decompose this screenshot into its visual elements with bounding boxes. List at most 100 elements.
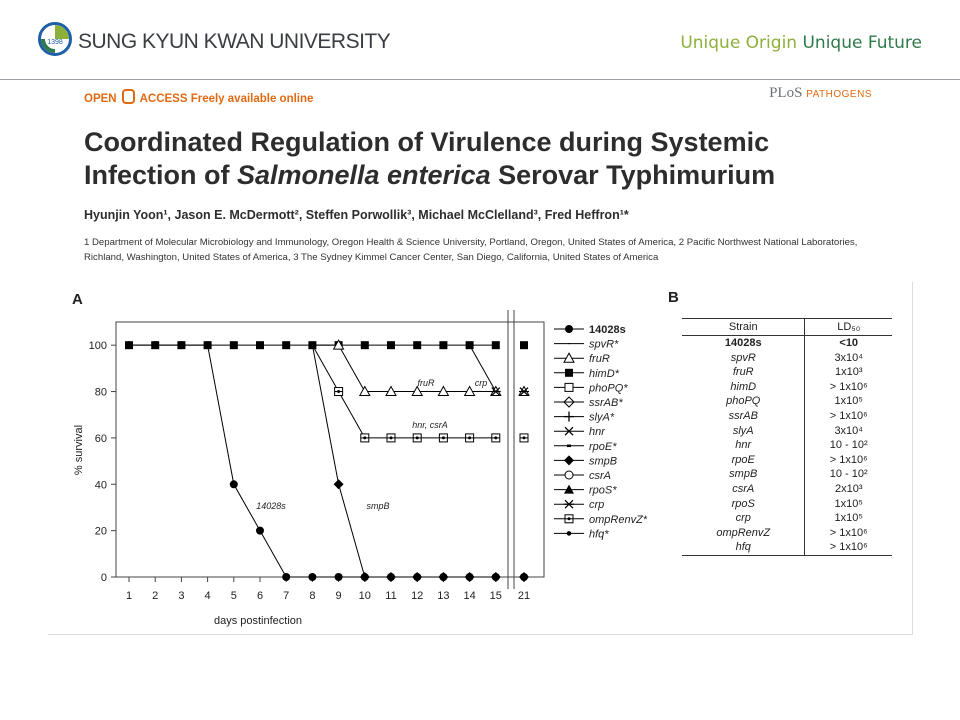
y-axis-label: % survival: [73, 425, 85, 475]
legend-marker: [565, 325, 573, 333]
ld50-table: Strain LD₅₀ 14028s <10 spvR 3x10⁴ fruR 1x10³ h…: [682, 318, 892, 556]
chart-annotation: crp: [475, 378, 488, 388]
x-axis-label: days postinfection: [214, 615, 302, 627]
data-point: [360, 433, 370, 443]
journal-plos: PLoS: [769, 85, 803, 101]
data-point: [491, 341, 500, 350]
legend-label: ompRenvZ*: [589, 514, 648, 526]
x-tick-label: 12: [411, 590, 423, 602]
legend-label: ssrAB*: [589, 397, 623, 409]
data-point: [229, 480, 238, 489]
series-line: [129, 344, 496, 578]
data-point: [412, 433, 422, 443]
data-point: [463, 385, 476, 397]
legend-label: rpoS*: [589, 485, 617, 497]
legend-label: smpB: [589, 455, 617, 467]
table-cell-ld50: 1x10⁵: [834, 497, 863, 510]
table-row: rpoS 1x10⁵: [682, 496, 892, 512]
y-tick-label: 80: [95, 387, 107, 399]
data-point: [282, 341, 291, 350]
table-header-ld50: LD₅₀: [804, 318, 892, 336]
table-cell-ld50: 1x10⁵: [834, 395, 863, 408]
legend-label: slyA*: [589, 412, 615, 424]
table-cell-strain: rpoS: [682, 496, 806, 512]
paper-header: OPEN ACCESS Freely available online PLoS…: [72, 80, 886, 272]
title-line-2-post: Serovar Typhimurium: [490, 160, 776, 190]
table-cell-ld50: > 1x10⁶: [829, 409, 868, 422]
x-tick-label: 6: [257, 590, 263, 602]
data-point: [203, 341, 212, 350]
data-point: [520, 573, 528, 581]
data-point: [151, 341, 160, 350]
table-row: fruR 1x10³: [682, 365, 892, 380]
data-point: [334, 387, 344, 397]
data-point: [125, 341, 133, 350]
data-point: [308, 341, 317, 350]
tagline: Unique Origin Unique Future: [680, 33, 922, 53]
access-label: ACCESS Freely available online: [139, 93, 314, 105]
data-point: [439, 573, 448, 581]
data-point: [491, 573, 500, 581]
data-point: [519, 387, 529, 396]
table-row: hfq > 1x10⁶: [682, 540, 892, 556]
table-row: hnr 10 - 10²: [682, 438, 892, 453]
title-line-1: Coordinated Regulation of Virulence duri…: [84, 127, 770, 157]
data-point: [411, 385, 424, 397]
data-point: [177, 341, 186, 350]
table-cell-strain: hfq: [682, 540, 806, 556]
tagline-future: Unique Future: [802, 33, 922, 53]
x-tick-label: 10: [359, 590, 371, 602]
legend-marker: [564, 426, 574, 436]
data-point: [360, 341, 369, 350]
data-point: [465, 341, 474, 350]
paper-authors: Hyunjin Yoon¹, Jason E. McDermott², Stef…: [84, 208, 629, 222]
legend-label: rpoE*: [589, 441, 617, 453]
table-cell-strain: hnr: [682, 438, 806, 453]
table-cell-strain: 14028s: [682, 335, 806, 351]
title-species: Salmonella enterica: [236, 160, 491, 190]
x-tick-label: 14: [463, 590, 475, 602]
data-point: [229, 341, 238, 350]
series-line: [312, 344, 496, 393]
legend-marker: [564, 470, 574, 480]
legend-marker: [566, 531, 572, 536]
table-cell-strain: rpoE: [682, 452, 806, 468]
legend-marker: [565, 368, 573, 377]
table-cell-ld50: > 1x10⁶: [829, 526, 868, 539]
legend-marker: [564, 514, 574, 524]
table-row: slyA 3x10⁴: [682, 423, 892, 439]
data-point: [491, 433, 501, 443]
x-tick-label: 4: [205, 590, 211, 602]
table-cell-strain: smpB: [682, 467, 806, 482]
x-tick-label: 15: [490, 590, 502, 602]
data-point: [333, 479, 344, 490]
table-cell-ld50: 1x10³: [834, 366, 863, 379]
data-point: [385, 385, 397, 397]
table-cell-strain: csrA: [682, 481, 806, 497]
chart-annotation: 14028s: [256, 501, 286, 511]
chart-annotation: hnr, csrA: [412, 420, 448, 430]
x-tick-label: 2: [152, 590, 158, 602]
data-point: [332, 339, 345, 350]
x-tick-label: 1: [126, 590, 132, 602]
data-point: [465, 573, 474, 581]
table-cell-strain: himD: [682, 379, 806, 395]
legend-label: csrA: [589, 470, 611, 482]
x-tick-label: 11: [385, 590, 396, 602]
table-cell-strain: slyA: [682, 423, 806, 439]
journal-section: PATHOGENS: [806, 89, 872, 100]
data-point: [256, 341, 264, 350]
table-cell-ld50: <10: [839, 337, 859, 349]
y-tick-label: 0: [101, 572, 107, 584]
legend-label: phoPQ*: [588, 382, 628, 394]
data-point: [438, 433, 448, 443]
table-cell-strain: ompRenvZ: [682, 525, 806, 541]
table-cell-ld50: 10 - 10²: [829, 468, 868, 481]
table-cell-strain: crp: [682, 511, 806, 526]
legend-label: spvR*: [589, 339, 619, 351]
table-header-strain: Strain: [682, 318, 806, 336]
data-point: [387, 573, 395, 581]
data-point: [413, 341, 422, 350]
data-point: [386, 433, 396, 443]
data-point: [360, 573, 369, 581]
